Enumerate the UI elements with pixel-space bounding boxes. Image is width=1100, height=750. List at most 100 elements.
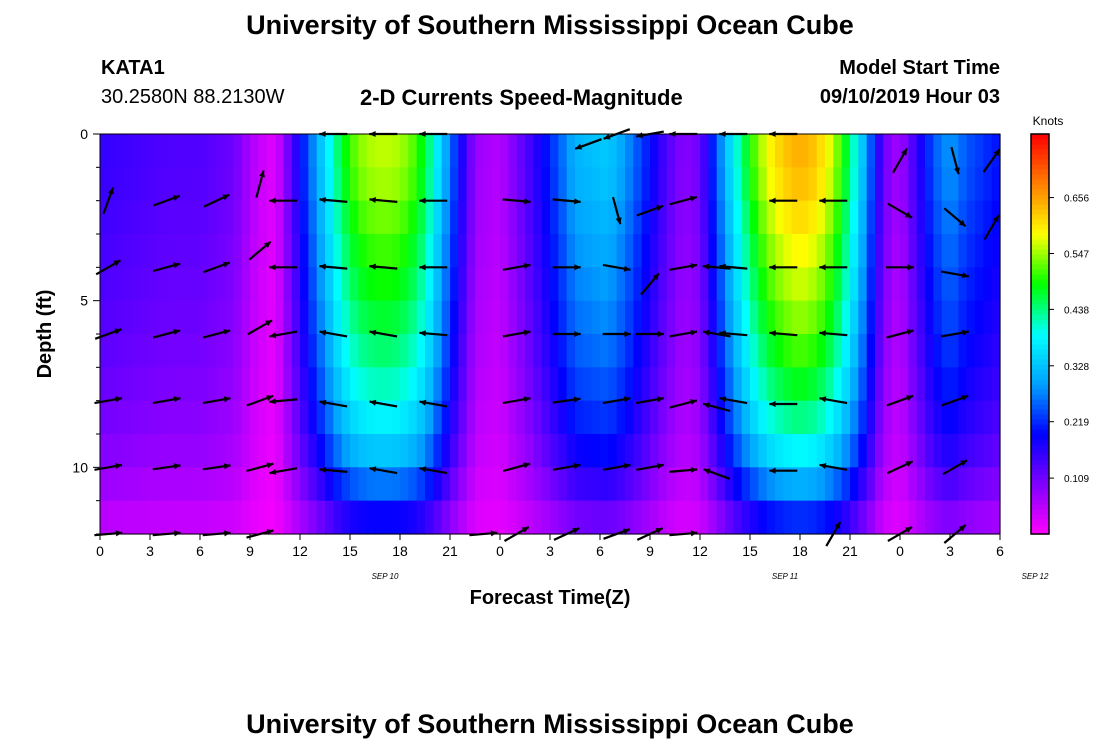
heatmap-cell [666, 167, 676, 202]
heatmap-cell [783, 167, 793, 202]
heatmap-cell [200, 267, 209, 302]
heatmap-cell [600, 400, 609, 435]
heatmap-cell [550, 167, 559, 202]
heatmap-cell [233, 367, 243, 402]
heatmap-cell [200, 234, 209, 268]
heatmap-cell [866, 234, 876, 268]
heatmap-cell [383, 267, 393, 302]
heatmap-cell [466, 200, 476, 235]
heatmap-cell [383, 434, 393, 468]
model-start-time: 09/10/2019 Hour 03 [819, 86, 1000, 108]
current-arrow [255, 170, 265, 198]
current-arrow [319, 329, 348, 338]
heatmap-cell [658, 300, 668, 335]
heatmap-cell [283, 167, 293, 202]
heatmap-cell [675, 467, 684, 502]
heatmap-cell [808, 334, 818, 368]
heatmap-cell [216, 500, 226, 535]
x-tick-label: 6 [196, 543, 204, 559]
heatmap-cell [325, 500, 334, 535]
colorbar-swatch [1031, 499, 1049, 505]
heatmap-cell [775, 167, 784, 202]
heatmap-cell [900, 367, 909, 402]
heatmap-cell [575, 200, 584, 235]
heatmap-cell [525, 400, 534, 435]
heatmap-cell [625, 334, 634, 368]
heatmap-cell [858, 200, 868, 235]
heatmap-cell [408, 400, 418, 435]
heatmap-cell [366, 300, 376, 335]
heatmap-cell [258, 400, 268, 435]
heatmap-cell [833, 234, 843, 268]
heatmap-cell [241, 500, 251, 535]
heatmap-cell [225, 234, 234, 268]
heatmap-cell [316, 334, 326, 368]
heatmap-cell [550, 300, 559, 335]
heatmap-cell [616, 167, 626, 202]
heatmap-cell [316, 434, 326, 468]
heatmap-cell [508, 334, 518, 368]
heatmap-cell [891, 300, 901, 335]
current-arrow [269, 197, 298, 204]
heatmap-cell [283, 267, 293, 302]
heatmap-cell [491, 467, 501, 502]
heatmap-cell [508, 367, 518, 402]
heatmap-cell [866, 167, 876, 202]
heatmap-cell [100, 167, 109, 202]
x-tick-label: 3 [146, 543, 154, 559]
heatmap-cell [658, 167, 668, 202]
heatmap-cell [700, 134, 709, 168]
heatmap-cell [408, 467, 418, 502]
heatmap-cell [258, 234, 268, 268]
heatmap-cell [491, 434, 501, 468]
heatmap-cell [191, 200, 201, 235]
colorbar-swatch [1031, 269, 1049, 275]
heatmap-cell [650, 300, 659, 335]
heatmap-cell [658, 200, 668, 235]
heatmap-cell [308, 500, 318, 535]
heatmap-cell [516, 267, 526, 302]
heatmap-cell [875, 334, 884, 368]
heatmap-cell [191, 467, 201, 502]
heatmap-cell [566, 334, 576, 368]
heatmap-cell [725, 200, 734, 235]
heatmap-cell [958, 267, 968, 302]
heatmap-cell [233, 500, 243, 535]
heatmap-cell [808, 367, 818, 402]
heatmap-cell [975, 500, 984, 535]
heatmap-cell [550, 400, 559, 435]
heatmap-cell [850, 500, 859, 535]
heatmap-cell [958, 367, 968, 402]
colorbar-unit: Knots [1033, 114, 1064, 128]
heatmap-cell [875, 234, 884, 268]
colorbar-swatch [1031, 489, 1049, 495]
current-arrow [636, 396, 664, 405]
heatmap-cell [700, 234, 709, 268]
heatmap-cell [558, 234, 568, 268]
heatmap-cell [283, 134, 293, 168]
colorbar-swatch [1031, 169, 1049, 175]
current-arrow [669, 467, 698, 473]
colorbar-swatch [1031, 339, 1049, 345]
heatmap-cell [125, 334, 134, 368]
heatmap-cell [825, 234, 834, 268]
heatmap-cell [141, 334, 151, 368]
heatmap-cell [608, 200, 618, 235]
heatmap-cell [733, 234, 743, 268]
heatmap-cell [250, 434, 259, 468]
colorbar-swatch [1031, 509, 1049, 515]
heatmap-cell [516, 334, 526, 368]
heatmap-cell [483, 467, 493, 502]
heatmap-cell [983, 234, 993, 268]
heatmap-cell [558, 300, 568, 335]
heatmap-cell [375, 500, 384, 535]
heatmap-cell [875, 434, 884, 468]
heatmap-cell [216, 267, 226, 302]
heatmap-cell [475, 134, 484, 168]
heatmap-cell [508, 434, 518, 468]
station-id: KATA1 [101, 57, 165, 79]
heatmap-cell [125, 367, 134, 402]
heatmap-cell [116, 434, 126, 468]
heatmap-cell [833, 134, 843, 168]
heatmap-cell [466, 400, 476, 435]
